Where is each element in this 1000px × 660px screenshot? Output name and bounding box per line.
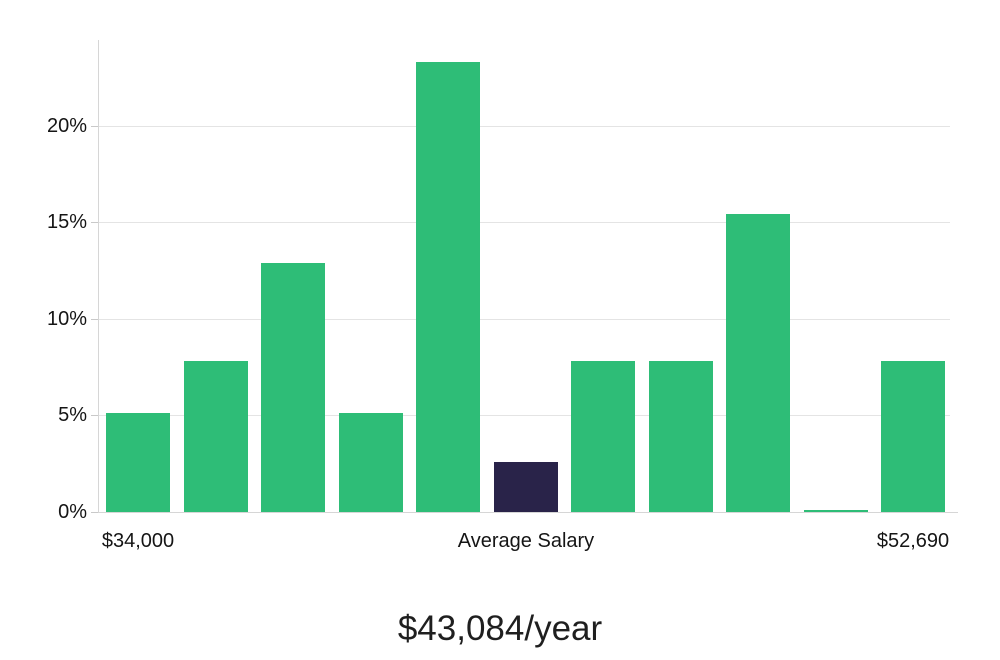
histogram-bar — [106, 413, 170, 512]
histogram-bar — [726, 214, 790, 512]
x-axis-label-0: $34,000 — [101, 530, 175, 552]
y-tick-label-10%: 10% — [46, 307, 87, 330]
y-tick-mark-5% — [91, 415, 99, 417]
x-axis-label-10: $52,690 — [876, 530, 950, 552]
histogram-bar — [261, 263, 325, 512]
histogram-bar — [881, 361, 945, 512]
histogram-bar — [649, 361, 713, 512]
average-salary-title: $43,084/year — [397, 609, 603, 648]
y-tick-mark-20% — [91, 125, 99, 127]
histogram-bar — [804, 510, 868, 512]
histogram-bar — [339, 413, 403, 512]
salary-histogram-plot: 0% 5% 10% 15% 20% $34,000 Average Salary $52,6… — [46, 40, 958, 552]
histogram-bar — [571, 361, 635, 512]
y-tick-label-5%: 5% — [58, 404, 87, 427]
gridline-10% — [99, 318, 950, 320]
y-tick-mark-15% — [91, 222, 99, 224]
y-tick-label-20%: 20% — [46, 114, 87, 137]
gridline-15% — [99, 222, 950, 224]
y-tick-mark-0% — [91, 512, 99, 513]
histogram-bar-average-salary — [494, 462, 558, 512]
y-tick-label-15%: 15% — [46, 211, 87, 234]
x-axis-line — [98, 512, 958, 513]
x-axis-label-5: Average Salary — [457, 530, 595, 552]
y-tick-label-0%: 0% — [58, 501, 87, 523]
gridline-20% — [99, 125, 950, 127]
y-tick-mark-10% — [91, 318, 99, 320]
histogram-bar — [416, 62, 480, 512]
y-axis-line — [98, 40, 99, 512]
gridline-5% — [99, 415, 950, 417]
histogram-bar — [184, 361, 248, 512]
